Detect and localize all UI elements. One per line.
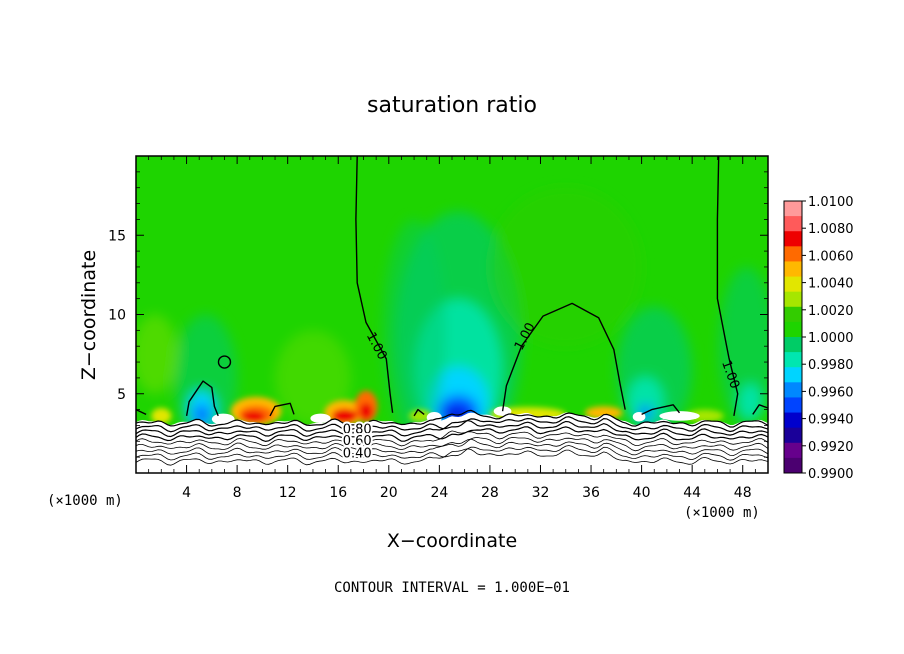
colorbar-label: 0.9900	[808, 467, 854, 482]
field-anomaly	[151, 408, 172, 424]
colorbar-label: 0.9940	[808, 413, 854, 428]
field-anomaly	[584, 406, 623, 420]
colorbar-swatch	[784, 457, 802, 474]
contour-line	[136, 436, 768, 452]
colorbar-swatch	[784, 397, 802, 414]
contour-line-1-00	[752, 404, 768, 415]
field-anomaly	[359, 403, 373, 420]
y-tick-label: 15	[108, 228, 126, 244]
colorbar-label: 1.0040	[808, 277, 854, 292]
contour-line-1-00	[136, 408, 147, 416]
contour-line	[136, 416, 768, 433]
colorbar-swatch	[784, 337, 802, 353]
x-tick-label: 8	[233, 485, 242, 501]
field-anomaly	[136, 314, 178, 394]
x-axis-ticks: 4 8 12 16 20 24 28 32 36 40 44 48	[148, 156, 756, 501]
contour-line	[136, 445, 768, 461]
colorbar-swatch	[784, 321, 802, 338]
colorbar-label: 1.0060	[808, 249, 854, 264]
field-gap	[426, 411, 442, 424]
contour-line	[136, 448, 768, 466]
field-anomaly	[242, 411, 265, 423]
x-unit-left: (×1000 m)	[47, 493, 123, 509]
x-tick-label: 20	[380, 485, 398, 501]
contour-lines	[136, 156, 768, 466]
contour-line	[136, 419, 768, 438]
y-tick-label: 5	[117, 387, 126, 403]
field-anomalies	[136, 187, 768, 466]
colorbar-label: 1.0100	[808, 195, 854, 210]
field-anomaly	[737, 382, 763, 421]
colorbar-swatch	[784, 306, 802, 323]
x-tick-label: 12	[279, 485, 297, 501]
field-gap	[211, 413, 235, 425]
contour-line	[136, 409, 768, 428]
colorbar-swatch	[784, 427, 802, 444]
contour-line	[136, 438, 768, 457]
field-anomaly	[382, 219, 446, 442]
y-tick-label: 10	[108, 308, 126, 324]
x-tick-label: 16	[329, 485, 347, 501]
x-tick-label: 4	[182, 485, 191, 501]
contour-interval-note: CONTOUR INTERVAL = 1.000E−01	[334, 580, 570, 596]
x-tick-label: 28	[481, 485, 499, 501]
x-tick-label: 32	[532, 485, 550, 501]
field-gap	[310, 413, 331, 424]
colorbar-swatch	[784, 201, 802, 217]
field-anomaly	[685, 409, 724, 423]
saturation-field	[136, 156, 768, 473]
colorbar-swatch	[784, 352, 802, 368]
field-anomaly	[409, 409, 432, 423]
contour-line-1-00	[501, 302, 626, 412]
contour-line-1-00	[716, 156, 739, 417]
x-tick-label: 48	[734, 485, 752, 501]
x-tick-label: 24	[430, 485, 448, 501]
x-unit-right: (×1000 m)	[684, 505, 760, 521]
colorbar-swatch	[784, 442, 802, 459]
y-axis-ticks: 5 10 15	[108, 171, 768, 458]
colorbar-label: 0.9960	[808, 385, 854, 400]
colorbar-swatch	[784, 246, 802, 262]
contour-line-1-00	[355, 156, 394, 413]
x-tick-label: 36	[582, 485, 600, 501]
colorbar-swatch	[784, 291, 802, 308]
contour-line	[136, 430, 768, 447]
y-axis-label: Z−coordinate	[78, 250, 100, 380]
colorbar-swatch	[784, 261, 802, 278]
x-axis-label: X−coordinate	[387, 530, 517, 552]
contour-label: 0.40	[343, 447, 372, 462]
field-anomaly	[489, 187, 642, 347]
contour-line-1-00	[641, 404, 681, 416]
colorbar-swatch	[784, 231, 802, 247]
colorbar: 1.0100 1.0080 1.0060 1.0040 1.0020 1.0000 0.99…	[783, 195, 854, 482]
contour-line-closed	[217, 355, 232, 369]
contour-label: 0.80	[343, 423, 372, 438]
colorbar-swatch	[784, 412, 802, 429]
colorbar-label: 0.9980	[808, 358, 854, 373]
chart-title: saturation ratio	[367, 93, 537, 118]
contour-label: 0.60	[343, 434, 372, 449]
colorbar-swatch	[784, 382, 802, 398]
x-tick-label: 44	[683, 485, 701, 501]
contour-line	[136, 426, 768, 443]
field-supersaturation	[151, 390, 724, 426]
contour-line-1-00	[413, 408, 425, 417]
colorbar-label: 0.9920	[808, 440, 854, 455]
colorbar-swatch	[784, 216, 802, 232]
colorbar-label: 1.0020	[808, 304, 854, 319]
colorbar-label: 1.0000	[808, 331, 854, 346]
contour-labels: 1.00 1.001.000.800.600.40	[341, 320, 742, 463]
field-anomaly	[275, 330, 351, 426]
contour-line-1-00	[269, 402, 295, 417]
field-gap	[659, 411, 700, 421]
x-tick-label: 40	[633, 485, 651, 501]
colorbar-swatch	[784, 367, 802, 383]
colorbar-swatch	[784, 276, 802, 293]
contour-line-1-00	[185, 380, 219, 417]
colorbar-label: 1.0080	[808, 222, 854, 237]
